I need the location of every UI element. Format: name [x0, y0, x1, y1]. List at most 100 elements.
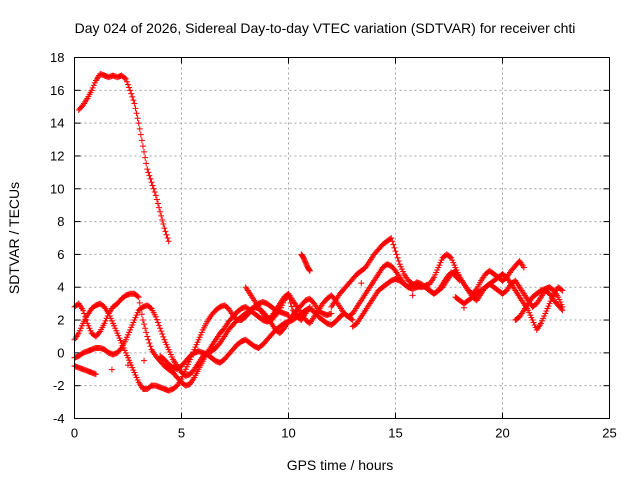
data-point: [144, 166, 151, 173]
data-point: [125, 81, 131, 88]
data-point: [125, 362, 131, 369]
data-point: [121, 75, 128, 82]
data-point: [143, 329, 150, 336]
data-point: [520, 264, 527, 271]
y-tick-label: 12: [50, 148, 64, 163]
data-point: [138, 137, 145, 144]
data-point: [139, 143, 146, 150]
x-tick-label: 20: [495, 426, 509, 441]
data-point: [154, 319, 161, 326]
data-point: [108, 366, 115, 373]
data-point: [150, 185, 157, 192]
data-point: [144, 333, 151, 340]
data-point: [134, 293, 141, 300]
data-point: [153, 316, 160, 323]
data-point: [558, 286, 565, 293]
data-point: [161, 225, 168, 232]
data-point: [393, 251, 400, 258]
data-point: [162, 228, 169, 235]
data-point: [156, 322, 163, 329]
x-tick-label: 10: [281, 426, 295, 441]
data-point: [391, 244, 398, 251]
data-point: [151, 189, 158, 196]
data-point: [134, 115, 141, 122]
series-prn-a: [75, 70, 172, 245]
data-point: [126, 84, 133, 91]
data-point: [92, 371, 99, 378]
series-prn-i: [452, 271, 566, 333]
data-point: [390, 241, 397, 248]
y-tick-label: 10: [50, 181, 64, 196]
data-point: [328, 310, 335, 317]
data-point: [127, 87, 134, 94]
data-point: [146, 340, 153, 347]
data-point: [145, 169, 152, 176]
series-prn-e: [71, 305, 356, 378]
series-prn-g: [328, 235, 527, 310]
data-point: [133, 110, 140, 117]
data-point: [80, 307, 87, 314]
data-point: [143, 160, 150, 167]
y-tick-label: 18: [50, 50, 64, 65]
data-point: [135, 294, 142, 301]
data-point: [460, 304, 467, 311]
data-point: [288, 303, 295, 310]
y-tick-label: -4: [53, 411, 65, 426]
data-point: [559, 303, 566, 310]
data-points: [71, 70, 566, 394]
data-point: [358, 280, 365, 287]
data-point: [149, 182, 156, 189]
x-tick-label: 15: [388, 426, 402, 441]
data-point: [160, 333, 167, 340]
y-tick-label: 14: [50, 116, 64, 131]
y-tick-label: 6: [57, 247, 64, 262]
data-point: [389, 238, 396, 245]
data-point: [159, 216, 166, 223]
data-point: [136, 125, 143, 132]
data-point: [96, 329, 103, 336]
y-tick-label: 4: [57, 280, 64, 295]
data-point: [306, 266, 313, 273]
data-point: [129, 93, 136, 100]
data-point: [158, 328, 165, 335]
data-point: [159, 330, 166, 337]
plot-frame: [74, 57, 610, 419]
data-point: [141, 321, 148, 328]
series-prn-j: [298, 251, 566, 324]
data-point: [148, 179, 155, 186]
data-point: [349, 317, 356, 324]
data-point: [164, 235, 171, 241]
data-point: [117, 346, 124, 353]
data-point: [394, 254, 401, 261]
data-point: [392, 248, 399, 255]
data-point: [153, 196, 160, 203]
data-point: [154, 200, 161, 207]
data-point: [152, 192, 159, 199]
data-point: [147, 175, 154, 182]
data-point: [156, 204, 163, 211]
x-tick-label: 25: [602, 426, 616, 441]
data-point: [160, 221, 167, 228]
data-point: [135, 120, 142, 127]
data-point: [132, 105, 139, 112]
data-point: [395, 257, 402, 264]
y-tick-label: 0: [57, 345, 64, 360]
x-tick-label: 0: [71, 426, 78, 441]
y-tick-label: 8: [57, 214, 64, 229]
data-point: [130, 97, 137, 104]
grid: [74, 57, 610, 419]
data-point: [137, 131, 144, 138]
y-tick-label: 2: [57, 313, 64, 328]
data-point: [145, 336, 152, 343]
data-point: [157, 325, 164, 332]
data-point: [141, 357, 148, 364]
data-point: [447, 253, 454, 260]
data-point: [147, 343, 154, 350]
data-point: [141, 148, 148, 155]
data-point: [163, 231, 170, 238]
data-point: [409, 292, 416, 299]
chart-title: Day 024 of 2026, Sidereal Day-to-day VTE…: [75, 20, 576, 36]
data-point: [559, 287, 566, 294]
x-tick-label: 5: [178, 426, 185, 441]
